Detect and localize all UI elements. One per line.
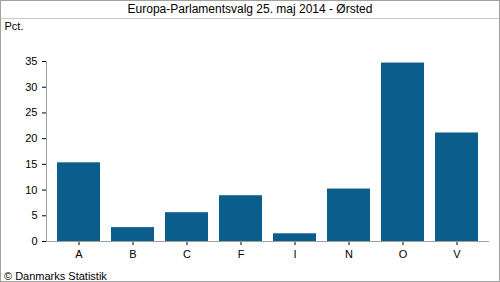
svg-text:F: F	[238, 248, 245, 260]
svg-text:10: 10	[25, 184, 37, 196]
svg-text:N: N	[345, 248, 353, 260]
svg-text:C: C	[183, 248, 191, 260]
svg-text:A: A	[75, 248, 83, 260]
svg-text:V: V	[453, 248, 461, 260]
svg-text:15: 15	[25, 158, 37, 170]
svg-text:5: 5	[31, 209, 37, 221]
svg-text:Pct.: Pct.	[5, 20, 24, 32]
svg-text:I: I	[293, 248, 296, 260]
svg-text:30: 30	[25, 81, 37, 93]
svg-text:O: O	[399, 248, 408, 260]
html-text:© Danmarks Statistik: © Danmarks Statistik	[4, 270, 107, 282]
svg-text:B: B	[129, 248, 136, 260]
svg-text:25: 25	[25, 106, 37, 118]
svg-text:35: 35	[25, 55, 37, 67]
svg-text:0: 0	[31, 235, 37, 247]
svg-text:20: 20	[25, 132, 37, 144]
html-text:Europa-Parlamentsvalg 25. maj: Europa-Parlamentsvalg 25. maj 2014 - Ørs…	[127, 2, 373, 16]
